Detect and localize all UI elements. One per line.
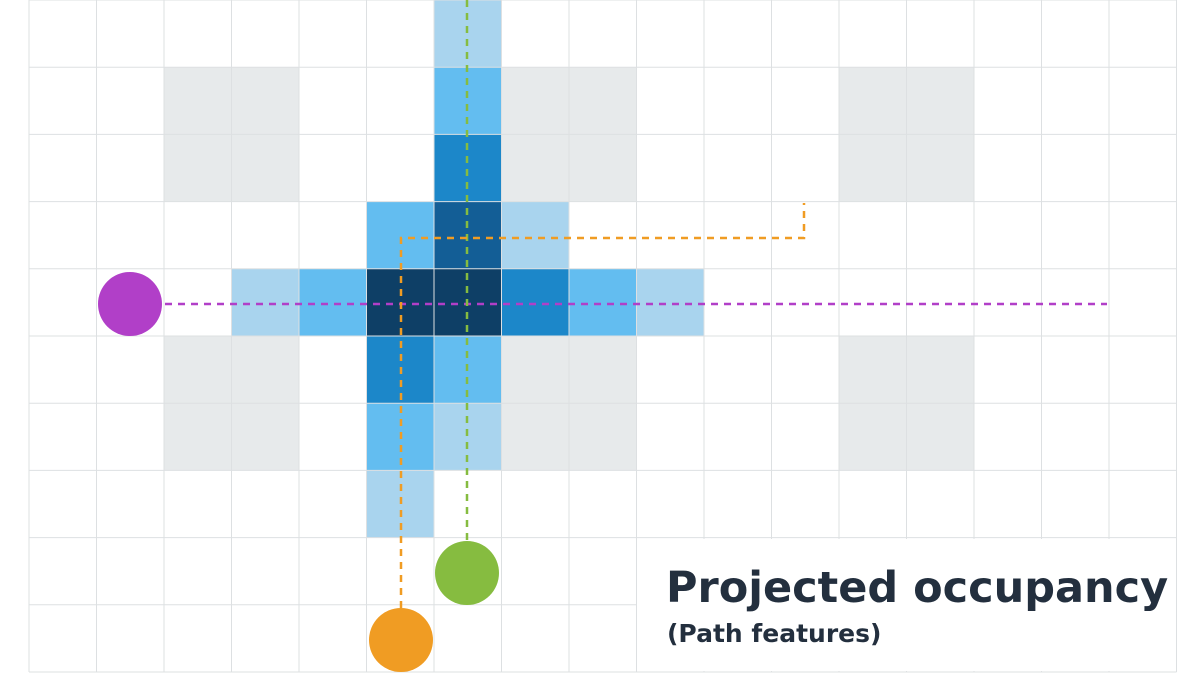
obstacle-cell bbox=[501, 67, 569, 135]
obstacle-cell bbox=[501, 134, 569, 202]
obstacle-cell bbox=[906, 67, 974, 135]
purple-agent bbox=[98, 272, 162, 336]
occupancy-cell bbox=[569, 268, 637, 336]
obstacle-cell bbox=[839, 336, 907, 404]
occupancy-cell bbox=[299, 268, 367, 336]
occupancy-cell bbox=[501, 268, 569, 336]
caption-panel bbox=[637, 539, 1176, 671]
obstacle-cell bbox=[569, 134, 637, 202]
obstacle-cell bbox=[839, 134, 907, 202]
obstacle-cell bbox=[164, 336, 232, 404]
occupancy-cell bbox=[501, 201, 569, 269]
green-agent bbox=[435, 541, 499, 605]
title: Projected occupancy bbox=[666, 563, 1168, 613]
obstacle-cell bbox=[231, 134, 299, 202]
obstacle-cell bbox=[906, 403, 974, 471]
obstacle-cell bbox=[164, 403, 232, 471]
obstacle-cell bbox=[501, 403, 569, 471]
subtitle: (Path features) bbox=[667, 619, 881, 648]
occupancy-cell bbox=[636, 268, 704, 336]
orange-path bbox=[399, 203, 806, 608]
obstacle-cell bbox=[839, 403, 907, 471]
occupancy-cell bbox=[366, 201, 434, 269]
obstacle-cell bbox=[231, 67, 299, 135]
obstacle-cell bbox=[839, 67, 907, 135]
obstacle-cell bbox=[906, 336, 974, 404]
occupancy-cell bbox=[434, 67, 502, 135]
obstacle-cell bbox=[231, 403, 299, 471]
obstacle-cell bbox=[569, 336, 637, 404]
obstacle-cell bbox=[231, 336, 299, 404]
obstacle-cell bbox=[906, 134, 974, 202]
obstacle-cell bbox=[164, 67, 232, 135]
obstacle-cell bbox=[164, 134, 232, 202]
obstacle-cell bbox=[569, 67, 637, 135]
obstacle-cell bbox=[569, 403, 637, 471]
orange-agent bbox=[369, 608, 433, 672]
obstacle-cell bbox=[501, 336, 569, 404]
occupancy-cell bbox=[231, 268, 299, 336]
paths bbox=[165, 0, 1107, 608]
